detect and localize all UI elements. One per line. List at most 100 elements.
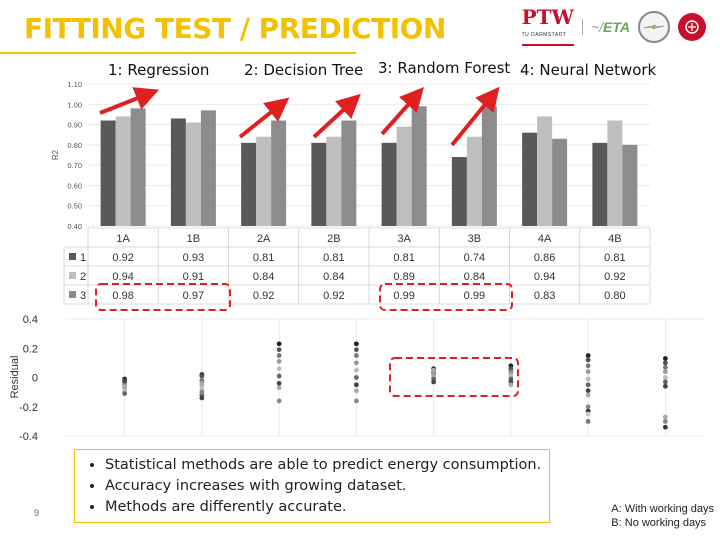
title-underline <box>0 52 356 54</box>
residual-point <box>353 347 359 353</box>
legend-swatch <box>69 253 76 260</box>
residual-point <box>276 341 282 347</box>
residual-point <box>431 379 437 385</box>
residual-point <box>662 383 668 389</box>
residual-point <box>585 353 591 358</box>
data-label: 0.84 <box>464 271 485 283</box>
residual-point <box>353 367 359 373</box>
ptw-logo-subtext: TU DARMSTADT <box>521 32 567 38</box>
residual-point <box>122 378 128 383</box>
data-label: 0.83 <box>534 290 555 302</box>
residual-point <box>585 404 591 410</box>
model-label-regression: 1: Regression <box>108 61 210 79</box>
trend-arrow-icon <box>238 97 290 139</box>
residual-point <box>662 424 668 430</box>
residual-axis-label: Residual <box>9 356 21 399</box>
residual-point <box>585 411 591 417</box>
ptw-logo: PTW TU DARMSTADT <box>521 5 574 46</box>
opel-logo-icon <box>638 11 670 43</box>
data-label: 0.93 <box>183 252 204 264</box>
residual-point <box>199 395 205 401</box>
eta-logo: ~/ETA <box>581 19 630 35</box>
residual-point <box>276 347 282 353</box>
y-tick-label: 0.50 <box>67 202 82 211</box>
trend-arrow-icon <box>450 86 500 147</box>
residual-point <box>585 357 591 363</box>
trend-arrow-icon <box>380 87 425 136</box>
residual-point <box>353 375 359 380</box>
data-label: 0.94 <box>112 271 133 283</box>
data-label: 0.81 <box>604 252 625 264</box>
data-label: 0.84 <box>253 271 274 283</box>
ptw-logo-text: PTW <box>521 5 574 29</box>
category-label: 2B <box>327 233 340 245</box>
bar <box>552 138 568 226</box>
y-tick-label: 0.70 <box>67 161 82 170</box>
data-label: 0.86 <box>534 252 555 264</box>
residual-point <box>122 383 128 389</box>
highlight-box <box>95 283 231 311</box>
page-title: FITTING TEST / PREDICTION <box>24 12 446 45</box>
y-tick-label: 0.40 <box>67 222 82 231</box>
residual-point <box>353 382 359 388</box>
bar <box>396 126 412 226</box>
legend-swatch <box>69 291 76 298</box>
residual-tick-label: 0 <box>32 373 38 385</box>
category-label: 1B <box>187 233 200 245</box>
bar <box>481 106 497 226</box>
residual-point <box>662 356 668 361</box>
bar <box>326 136 342 226</box>
logo-bar: PTW TU DARMSTADT ~/ETA <box>521 5 706 46</box>
legend-entry: 2 <box>80 271 86 283</box>
summary-bullet: Methods are differently accurate. <box>105 497 549 518</box>
residual-point <box>431 367 437 373</box>
residual-point <box>122 391 128 396</box>
summary-bullet: Accuracy increases with growing dataset. <box>105 476 549 497</box>
model-label-decision-tree: 2: Decision Tree <box>244 61 364 79</box>
residual-point <box>199 382 205 388</box>
legend-swatch <box>69 272 76 279</box>
residual-point <box>585 382 591 388</box>
model-label-neural-network: 4: Neural Network <box>520 61 657 79</box>
residual-point <box>353 341 359 347</box>
residual-point <box>276 380 282 386</box>
residual-tick-label: 0.2 <box>23 343 38 355</box>
bar <box>130 108 146 226</box>
legend-notes: A: With working days B: No working days <box>611 502 714 530</box>
data-label: 0.92 <box>604 271 625 283</box>
data-label: 0.94 <box>534 271 555 283</box>
bar <box>341 120 357 226</box>
residual-point <box>353 398 359 404</box>
bar <box>200 110 216 226</box>
residual-point <box>199 389 205 395</box>
residual-point <box>276 366 282 372</box>
residual-point <box>662 360 668 366</box>
data-label: 0.81 <box>323 252 344 264</box>
trend-arrow-icon <box>99 87 160 115</box>
data-label: 0.99 <box>464 290 485 302</box>
bar <box>381 142 397 226</box>
data-label: 0.91 <box>183 271 204 283</box>
residual-point <box>199 373 205 379</box>
y-axis-label: R2 <box>51 149 60 160</box>
residual-tick-label: -0.2 <box>19 402 38 414</box>
bar <box>271 120 287 226</box>
legend-entry: 1 <box>80 252 86 264</box>
data-label: 0.89 <box>393 271 414 283</box>
residual-point <box>276 385 282 391</box>
residual-point <box>276 373 282 379</box>
data-label: 0.84 <box>323 271 344 283</box>
residual-point <box>508 382 514 388</box>
data-label: 0.92 <box>112 252 133 264</box>
residual-point <box>662 414 668 420</box>
bar <box>607 120 623 226</box>
residual-point <box>353 388 359 394</box>
y-tick-label: 1.10 <box>67 80 82 89</box>
vauxhall-logo-icon <box>678 13 706 41</box>
data-label: 0.98 <box>112 290 133 302</box>
bar <box>411 106 427 226</box>
bar <box>100 120 116 226</box>
data-label: 0.92 <box>253 290 274 302</box>
category-label: 3B <box>468 233 481 245</box>
